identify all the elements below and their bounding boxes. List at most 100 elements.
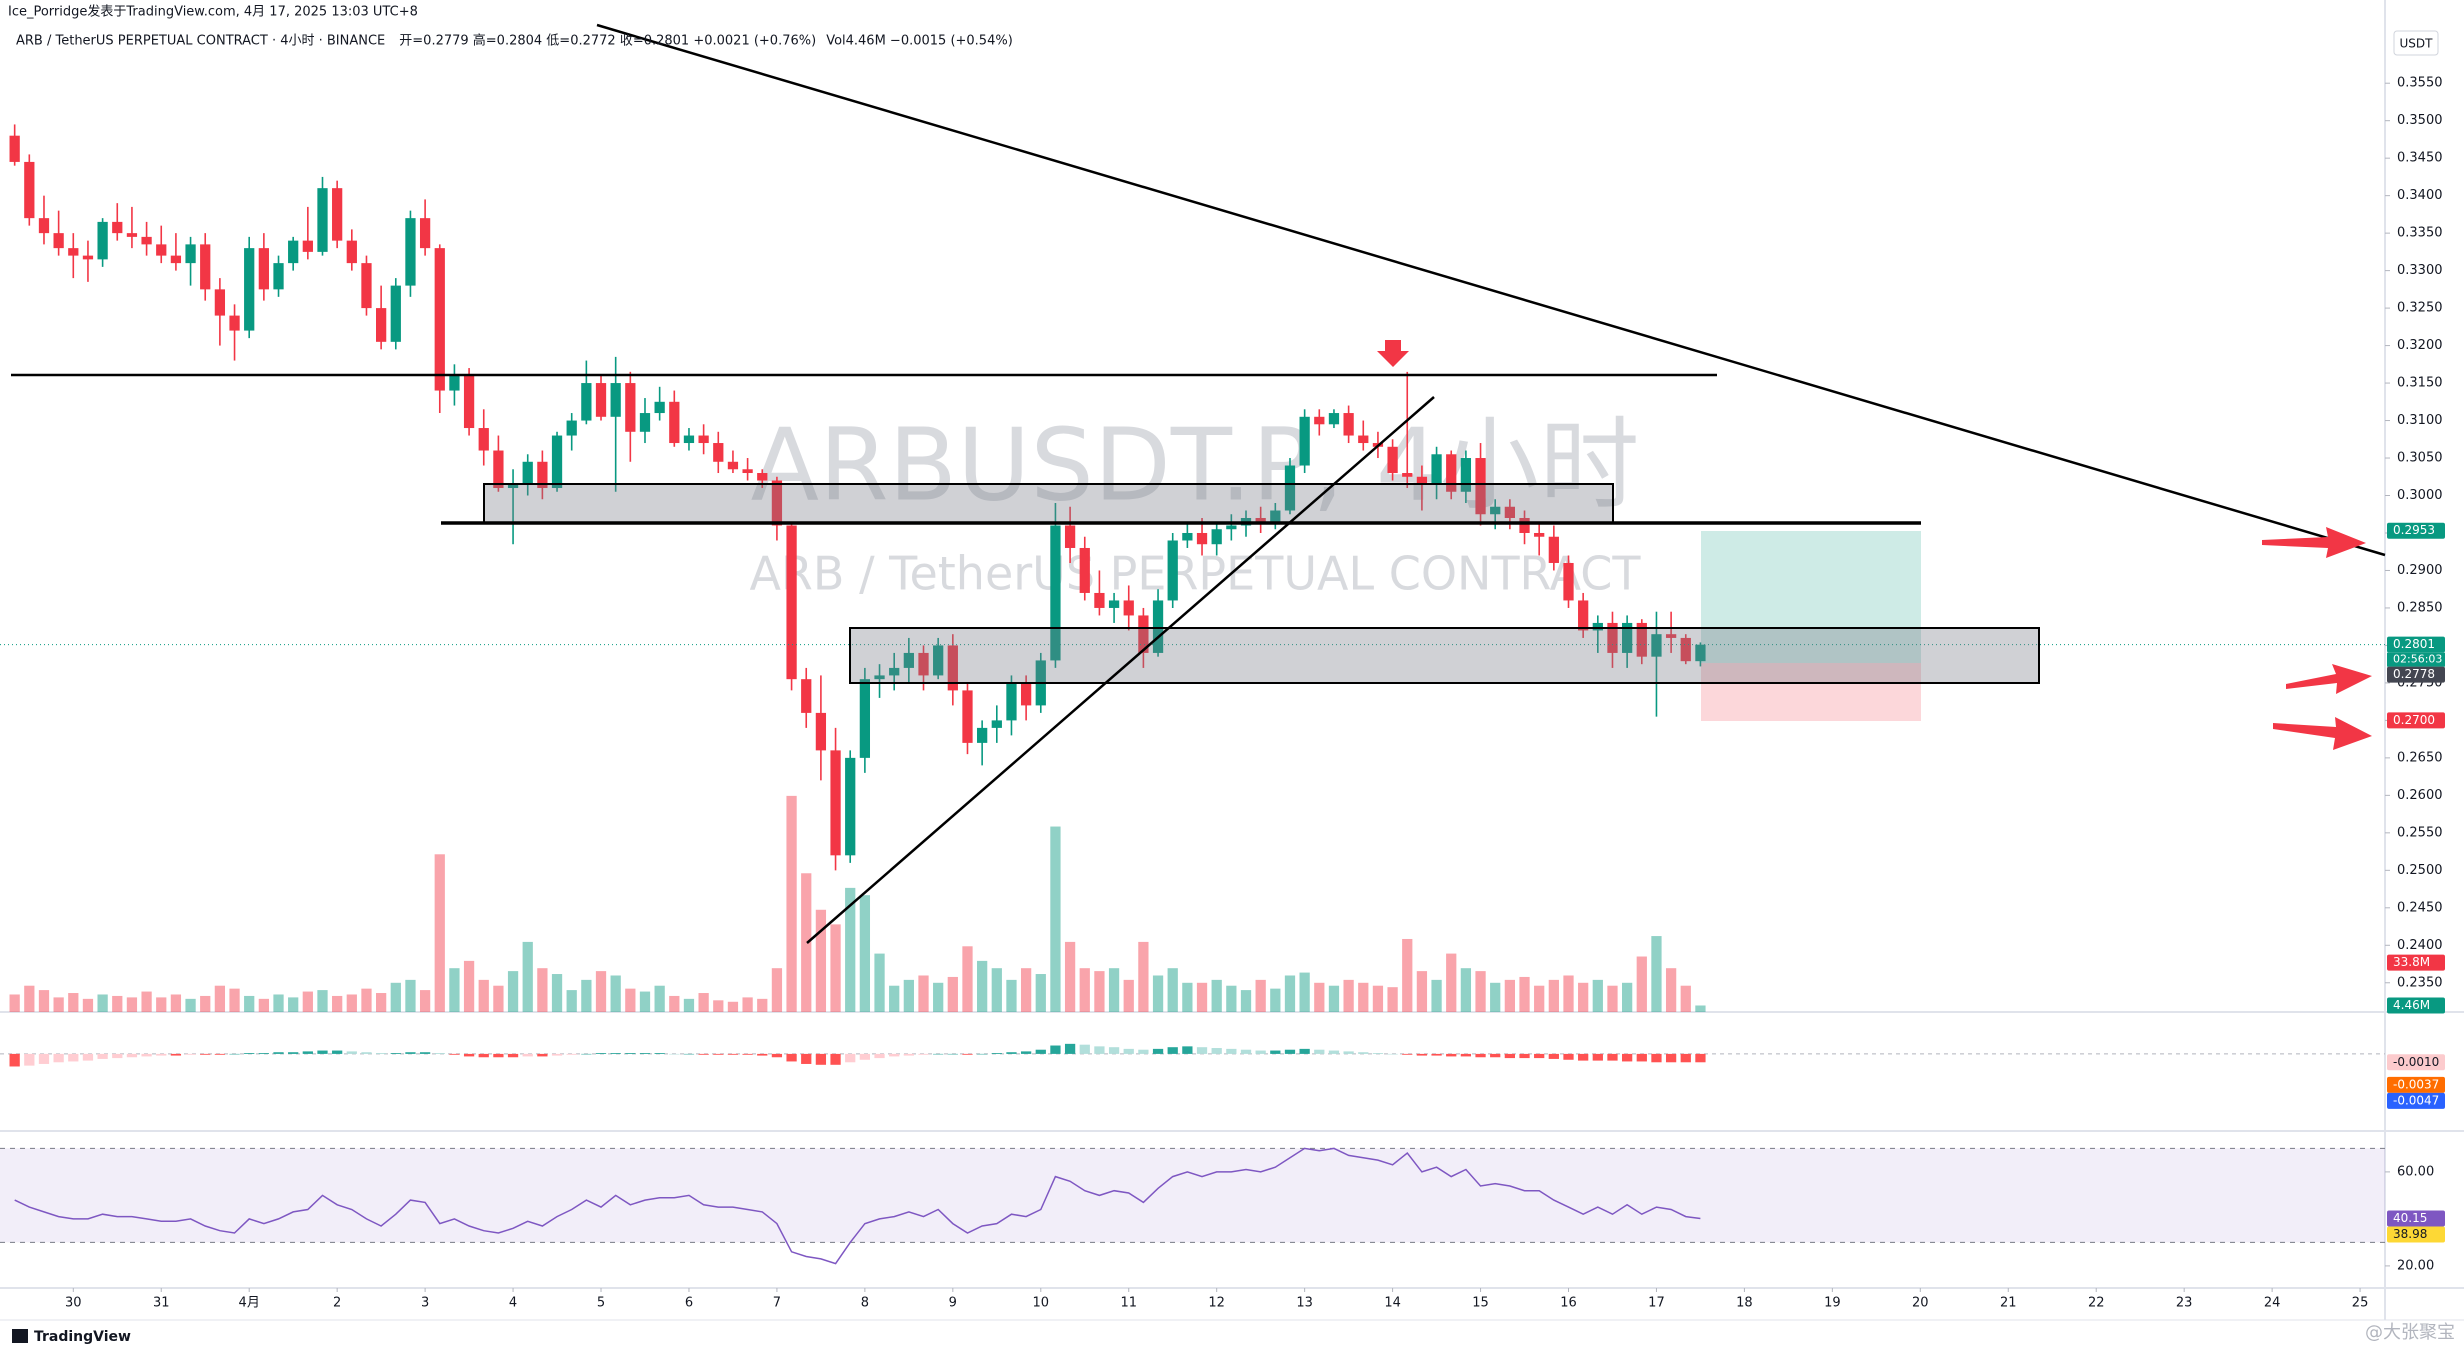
candle-body bbox=[302, 240, 313, 252]
macd-bar bbox=[537, 1053, 548, 1057]
volume-bar bbox=[1622, 982, 1633, 1012]
volume-bar bbox=[1431, 979, 1442, 1012]
candle-body bbox=[82, 255, 94, 260]
candle-body bbox=[757, 473, 768, 481]
y-tick-label: 0.3500 bbox=[2397, 113, 2443, 128]
candle-body bbox=[1490, 506, 1501, 515]
macd-bar bbox=[610, 1053, 621, 1054]
macd-bar bbox=[947, 1053, 958, 1055]
volume-bar bbox=[361, 988, 372, 1012]
volume-bar bbox=[1314, 982, 1325, 1012]
macd-bar bbox=[141, 1053, 152, 1057]
macd-bar bbox=[97, 1053, 108, 1059]
candle-body bbox=[845, 757, 856, 856]
x-tick-label: 23 bbox=[2176, 1296, 2193, 1311]
currency-box[interactable] bbox=[2393, 30, 2439, 56]
macd-bar bbox=[361, 1052, 372, 1054]
macd-bar bbox=[1167, 1047, 1178, 1054]
candle-body bbox=[1226, 525, 1237, 530]
candle-body bbox=[244, 248, 255, 331]
candle-body bbox=[1475, 458, 1486, 515]
candle-body bbox=[273, 263, 284, 290]
macd-bar bbox=[962, 1053, 973, 1055]
candle-body bbox=[1196, 532, 1208, 545]
candle-body bbox=[537, 461, 548, 489]
candle-body bbox=[566, 420, 577, 436]
volume-bar bbox=[1064, 941, 1076, 1012]
volume-bar bbox=[962, 946, 973, 1012]
macd-bar bbox=[1064, 1043, 1076, 1054]
background-layer: ARBUSDT.P, 4小时 ARB / TetherUS PERPETUAL … bbox=[0, 0, 2464, 1321]
candle-body bbox=[859, 679, 871, 758]
y-tick-label: 0.2850 bbox=[2397, 600, 2443, 615]
candle-body bbox=[1123, 600, 1134, 616]
volume-bar bbox=[771, 968, 783, 1012]
y-tick-label: 0.3350 bbox=[2397, 226, 2443, 241]
macd-bar bbox=[581, 1053, 592, 1055]
candle-body bbox=[581, 383, 592, 421]
macd-bar bbox=[1006, 1052, 1017, 1054]
macd-bar bbox=[713, 1053, 724, 1055]
axis-tag bbox=[2387, 666, 2445, 683]
volume-bar bbox=[229, 988, 240, 1012]
volume-bar bbox=[419, 990, 431, 1012]
macd-bar bbox=[9, 1053, 20, 1067]
volume-bar bbox=[1534, 985, 1545, 1012]
candle-body bbox=[1431, 454, 1442, 485]
candle-body bbox=[683, 435, 695, 444]
target-zone bbox=[1701, 531, 1921, 663]
macd-bar bbox=[332, 1050, 343, 1054]
volume-bar bbox=[1578, 982, 1589, 1012]
candle-body bbox=[9, 135, 20, 162]
macd-bar bbox=[903, 1053, 914, 1056]
candle-body bbox=[317, 188, 328, 252]
candle-body bbox=[1152, 600, 1164, 653]
candle-body bbox=[1343, 413, 1354, 436]
candle-body bbox=[1519, 517, 1530, 533]
x-tick-label: 14 bbox=[1384, 1296, 1401, 1311]
candle-body bbox=[1665, 634, 1677, 638]
candle-body bbox=[1064, 525, 1076, 548]
x-tick-label: 16 bbox=[1560, 1296, 1577, 1311]
candle-body bbox=[1006, 682, 1017, 721]
x-tick-label: 12 bbox=[1208, 1296, 1225, 1311]
candle-body bbox=[390, 285, 401, 342]
volume-bar bbox=[434, 854, 445, 1012]
x-tick-label: 19 bbox=[1824, 1296, 1841, 1311]
volume-bar bbox=[1387, 987, 1398, 1012]
macd-bar bbox=[1695, 1053, 1706, 1063]
axis-tag-label: 40.15 bbox=[2393, 1211, 2427, 1225]
volume-bar bbox=[830, 924, 841, 1012]
macd-bar bbox=[1240, 1049, 1252, 1054]
currency[interactable]: USDT bbox=[2400, 37, 2434, 51]
macd-bar bbox=[1079, 1044, 1090, 1054]
macd-bar bbox=[38, 1053, 50, 1064]
candle-body bbox=[1020, 682, 1032, 706]
volume-bar bbox=[610, 975, 621, 1012]
x-tick-label: 3 bbox=[421, 1296, 429, 1311]
volume-bar bbox=[1094, 971, 1105, 1012]
candle-body bbox=[1108, 600, 1120, 608]
candle-body bbox=[376, 308, 387, 342]
red-arrow bbox=[2273, 717, 2372, 750]
volume-bar bbox=[200, 995, 211, 1012]
axis-tag-label: 4.46M bbox=[2393, 998, 2430, 1012]
volume-bar bbox=[273, 994, 284, 1012]
macd-bar bbox=[1446, 1053, 1457, 1057]
x-tick-label: 5 bbox=[597, 1296, 605, 1311]
volume-bar bbox=[493, 985, 504, 1012]
volume-bar bbox=[625, 988, 636, 1012]
volume-bar bbox=[566, 990, 577, 1012]
volume-bar bbox=[874, 953, 885, 1012]
macd-bar bbox=[1020, 1051, 1032, 1054]
down-arrow bbox=[1377, 340, 1409, 367]
axis-tag-label: 0.2801 bbox=[2393, 637, 2435, 651]
volume-bar bbox=[170, 994, 182, 1012]
macd-bar bbox=[874, 1053, 885, 1059]
x-tick-label: 17 bbox=[1648, 1296, 1665, 1311]
trend-line bbox=[596, 23, 2386, 557]
volume-bar bbox=[1182, 982, 1193, 1012]
volume-bar bbox=[244, 995, 255, 1012]
macd-bar bbox=[390, 1053, 401, 1054]
axis-tag bbox=[2387, 1210, 2445, 1227]
